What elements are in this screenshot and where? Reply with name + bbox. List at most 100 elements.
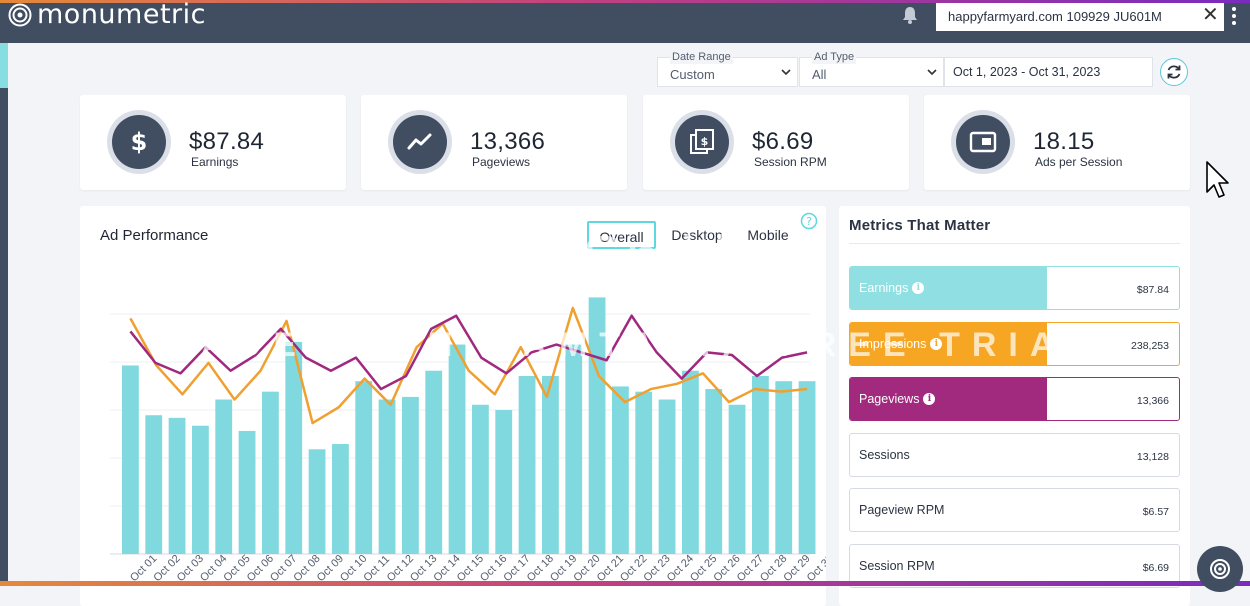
bar[interactable] <box>682 370 699 554</box>
metric-row-pageviews[interactable]: Pageviews i 13,366 <box>849 377 1180 421</box>
ad-screen-icon <box>969 131 997 153</box>
bar[interactable] <box>588 297 606 554</box>
sidebar-active-indicator <box>0 43 8 88</box>
info-icon[interactable]: i <box>912 282 925 294</box>
tab-overall[interactable]: Overall <box>587 221 656 249</box>
svg-text:$: $ <box>131 128 148 156</box>
monumetric-logo-icon <box>8 3 32 27</box>
refresh-button[interactable] <box>1160 58 1188 86</box>
metric-value: $6.57 <box>1142 506 1169 518</box>
tab-mobile[interactable]: Mobile <box>747 227 789 243</box>
left-sidebar <box>0 43 8 586</box>
date-range-select[interactable]: Date Range Custom <box>657 51 798 87</box>
metric-row-pageview-rpm[interactable]: Pageview RPM $6.57 <box>849 488 1180 532</box>
bar[interactable] <box>658 399 676 554</box>
bar[interactable] <box>192 425 209 554</box>
ad-performance-panel: Ad Performance Overall Desktop Mobile ? … <box>80 206 826 606</box>
ads-per-session-label: Ads per Session <box>1035 155 1123 169</box>
ads-per-session-icon-ring <box>951 110 1015 174</box>
session-rpm-value: $6.69 <box>752 128 814 155</box>
session-rpm-label: Session RPM <box>754 155 827 169</box>
metric-value: $6.69 <box>1142 561 1169 574</box>
bar[interactable] <box>542 375 559 554</box>
metric-value: 238,253 <box>1131 339 1169 352</box>
bar[interactable] <box>495 410 513 554</box>
metric-fill-bar <box>850 378 1048 420</box>
metric-row-impressions[interactable]: Impressions i 238,253 <box>849 321 1180 366</box>
metric-name-text: Earnings <box>859 281 909 295</box>
bar[interactable] <box>238 430 256 554</box>
info-icon[interactable]: i <box>930 337 943 350</box>
date-span-input[interactable]: Oct 1, 2023 - Oct 31, 2023 <box>944 57 1153 87</box>
bar[interactable] <box>145 415 163 554</box>
bar[interactable] <box>378 399 396 554</box>
ad-type-select[interactable]: Ad Type All <box>799 51 944 87</box>
notification-bell-icon[interactable] <box>900 5 920 25</box>
pageviews-card: 13,366 Pageviews <box>361 95 627 190</box>
ads-per-session-value: 18.15 <box>1033 128 1095 155</box>
earnings-card: $ $87.84 Earnings <box>80 95 346 190</box>
bar[interactable] <box>518 375 536 554</box>
metric-name-text: Impressions <box>859 336 927 351</box>
metric-row-session-rpm[interactable]: Session RPM $6.69 <box>849 543 1180 588</box>
chevron-down-icon <box>927 69 937 76</box>
metrics-title: Metrics That Matter <box>849 217 991 234</box>
earnings-label: Earnings <box>191 155 239 169</box>
bar[interactable] <box>448 344 466 554</box>
bar[interactable] <box>728 404 746 554</box>
metric-name-text: Pageview RPM <box>859 503 945 517</box>
bar[interactable] <box>565 344 583 554</box>
metric-fill-bar <box>850 267 1048 309</box>
mouse-cursor-icon <box>1206 161 1229 198</box>
date-span-value: Oct 1, 2023 - Oct 31, 2023 <box>953 65 1101 79</box>
ad-performance-title: Ad Performance <box>100 227 209 244</box>
metric-name: Pageview RPM <box>859 503 944 517</box>
bar[interactable] <box>355 381 373 554</box>
bar[interactable] <box>285 341 303 554</box>
site-selector-value: happyfarmyard.com 109929 JU601M <box>948 9 1162 24</box>
info-icon[interactable]: i <box>923 393 936 405</box>
bar[interactable] <box>262 391 279 554</box>
date-range-value: Custom <box>670 67 715 82</box>
bar[interactable] <box>308 449 326 554</box>
site-selector[interactable]: happyfarmyard.com 109929 JU601M ✕ <box>936 3 1224 31</box>
ad-type-value: All <box>812 67 827 82</box>
stacked-bills-icon: $ <box>690 129 714 154</box>
bar[interactable] <box>775 381 793 554</box>
bar[interactable] <box>705 389 723 554</box>
metric-name: Pageviews i <box>859 392 936 406</box>
close-icon[interactable]: ✕ <box>1202 4 1219 26</box>
metric-row-earnings[interactable]: Earnings i $87.84 <box>849 266 1180 310</box>
monumetric-logo[interactable]: monumetric <box>8 1 206 28</box>
series-line-purple <box>129 314 808 391</box>
bar[interactable] <box>752 375 769 554</box>
bar[interactable] <box>168 417 186 554</box>
bar[interactable] <box>472 404 489 554</box>
metric-value: $87.84 <box>1136 284 1169 296</box>
metric-name: Sessions <box>859 448 910 462</box>
bar[interactable] <box>215 399 233 554</box>
metric-value: 13,128 <box>1136 450 1169 463</box>
more-menu-icon[interactable] <box>1232 7 1238 27</box>
ad-type-label: Ad Type <box>812 51 857 64</box>
series-line-orange <box>129 306 808 425</box>
bar[interactable] <box>612 386 629 554</box>
metric-value: 13,366 <box>1136 395 1169 407</box>
chat-support-button[interactable] <box>1197 546 1243 592</box>
metric-name: Session RPM <box>859 559 935 573</box>
top-accent-stripe <box>0 0 1250 3</box>
bar[interactable] <box>122 365 139 554</box>
bar[interactable] <box>798 381 816 554</box>
tab-desktop[interactable]: Desktop <box>671 227 723 243</box>
date-range-label: Date Range <box>670 51 733 64</box>
metrics-that-matter-panel: Metrics That Matter Earnings i $87.84 Impre… <box>839 206 1190 606</box>
chevron-down-icon <box>781 69 791 76</box>
bar[interactable] <box>425 370 443 554</box>
metric-name-text: Session RPM <box>859 558 935 573</box>
bar[interactable] <box>635 391 653 554</box>
metric-row-sessions[interactable]: Sessions 13,128 <box>849 432 1180 477</box>
bar[interactable] <box>402 396 419 554</box>
svg-text:$: $ <box>701 135 709 148</box>
bar[interactable] <box>332 444 349 554</box>
help-icon[interactable]: ? <box>800 212 818 230</box>
